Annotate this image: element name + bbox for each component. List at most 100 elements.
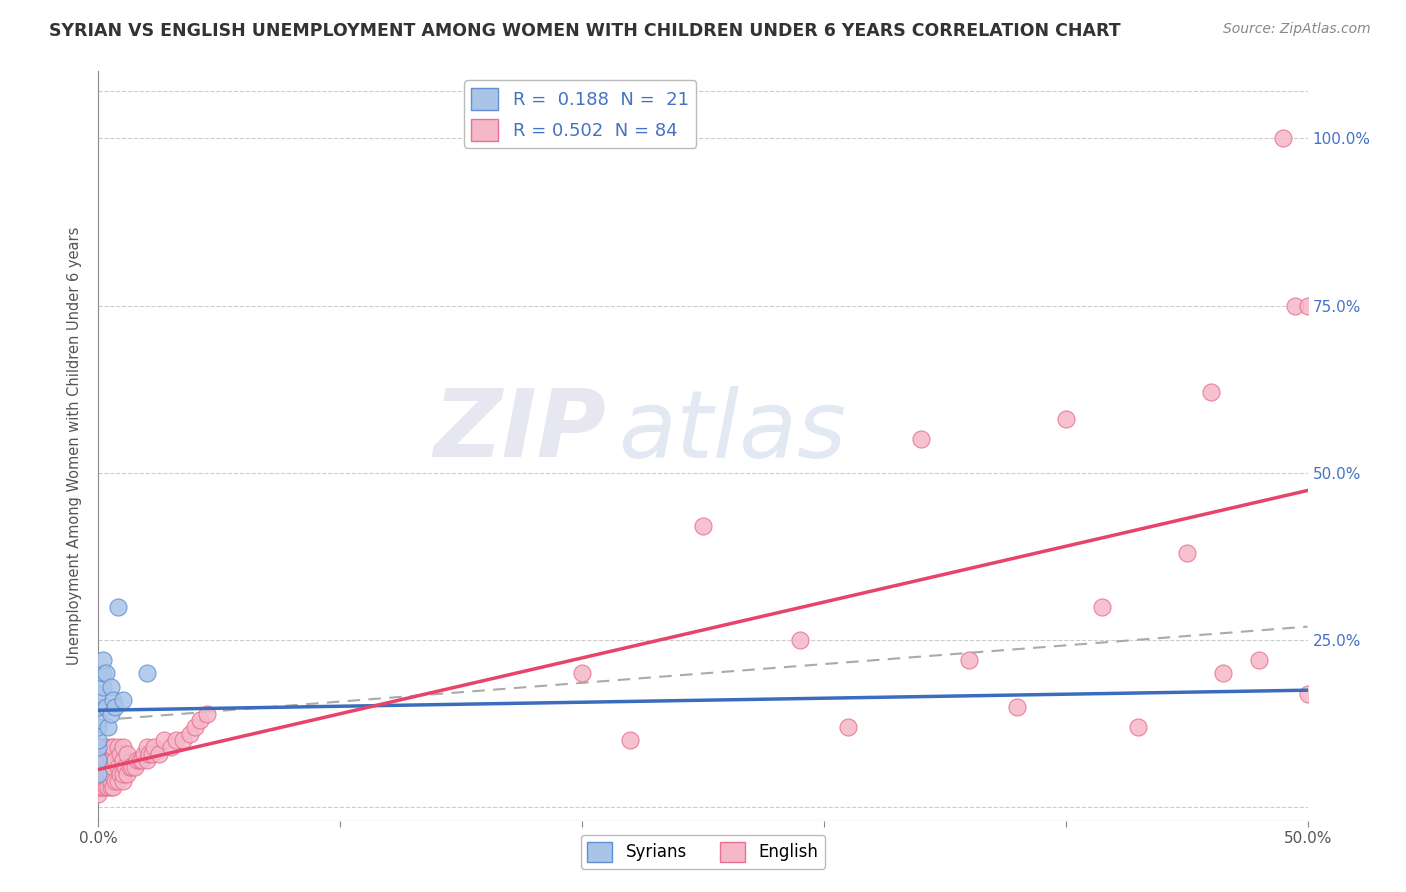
- Point: [127, 753, 149, 767]
- Point: [87, 740, 110, 755]
- Point: [1054, 412, 1077, 426]
- Point: [87, 740, 110, 755]
- Point: [90, 780, 112, 795]
- Point: [90, 753, 112, 767]
- Point: [118, 760, 141, 774]
- Point: [100, 753, 122, 767]
- Point: [91, 753, 114, 767]
- Point: [160, 740, 183, 755]
- Point: [94, 780, 117, 795]
- Point: [108, 767, 131, 781]
- Point: [101, 740, 124, 755]
- Point: [91, 780, 114, 795]
- Point: [87, 700, 110, 714]
- Point: [101, 693, 124, 707]
- Point: [87, 767, 110, 781]
- Point: [111, 753, 134, 767]
- Y-axis label: Unemployment Among Women with Children Under 6 years: Unemployment Among Women with Children U…: [67, 227, 83, 665]
- Point: [138, 747, 160, 761]
- Text: atlas: atlas: [619, 385, 846, 476]
- Point: [87, 733, 110, 747]
- Point: [1175, 546, 1198, 560]
- Point: [571, 666, 593, 681]
- Point: [104, 773, 127, 788]
- Point: [91, 767, 114, 781]
- Point: [94, 700, 117, 714]
- Point: [94, 740, 117, 755]
- Point: [101, 780, 124, 795]
- Point: [117, 767, 139, 781]
- Point: [135, 666, 157, 681]
- Point: [87, 747, 110, 761]
- Point: [1007, 700, 1029, 714]
- Point: [87, 760, 110, 774]
- Point: [97, 720, 120, 734]
- Point: [97, 780, 120, 795]
- Point: [117, 747, 139, 761]
- Point: [91, 740, 114, 755]
- Point: [179, 726, 201, 740]
- Point: [101, 760, 124, 774]
- Point: [87, 753, 110, 767]
- Point: [111, 740, 134, 755]
- Point: [957, 653, 980, 667]
- Point: [97, 767, 120, 781]
- Point: [104, 753, 127, 767]
- Point: [188, 714, 211, 728]
- Point: [87, 787, 110, 801]
- Point: [100, 680, 122, 694]
- Point: [97, 747, 120, 761]
- Point: [100, 780, 122, 795]
- Point: [124, 760, 146, 774]
- Point: [1249, 653, 1271, 667]
- Point: [148, 747, 170, 761]
- Point: [135, 740, 157, 755]
- Point: [131, 753, 153, 767]
- Point: [121, 760, 143, 774]
- Point: [1296, 299, 1319, 313]
- Point: [107, 760, 129, 774]
- Point: [90, 767, 112, 781]
- Point: [1128, 720, 1150, 734]
- Point: [87, 687, 110, 701]
- Point: [107, 599, 129, 614]
- Point: [94, 753, 117, 767]
- Legend: Syrians, English: Syrians, English: [581, 835, 825, 869]
- Point: [94, 767, 117, 781]
- Point: [108, 747, 131, 761]
- Text: ZIP: ZIP: [433, 385, 606, 477]
- Point: [141, 747, 163, 761]
- Point: [91, 680, 114, 694]
- Point: [910, 433, 932, 447]
- Point: [789, 633, 811, 648]
- Point: [143, 740, 166, 755]
- Point: [1284, 299, 1306, 313]
- Point: [692, 519, 714, 533]
- Point: [114, 760, 136, 774]
- Point: [91, 653, 114, 667]
- Point: [100, 706, 122, 721]
- Point: [100, 773, 122, 788]
- Point: [837, 720, 859, 734]
- Point: [111, 773, 134, 788]
- Point: [91, 666, 114, 681]
- Point: [104, 700, 127, 714]
- Point: [87, 753, 110, 767]
- Point: [165, 733, 187, 747]
- Point: [87, 714, 110, 728]
- Point: [172, 733, 194, 747]
- Point: [111, 693, 134, 707]
- Point: [619, 733, 641, 747]
- Point: [107, 740, 129, 755]
- Point: [1272, 131, 1295, 145]
- Text: SYRIAN VS ENGLISH UNEMPLOYMENT AMONG WOMEN WITH CHILDREN UNDER 6 YEARS CORRELATI: SYRIAN VS ENGLISH UNEMPLOYMENT AMONG WOM…: [49, 22, 1121, 40]
- Point: [87, 767, 110, 781]
- Point: [111, 767, 134, 781]
- Point: [195, 706, 218, 721]
- Point: [100, 767, 122, 781]
- Text: Source: ZipAtlas.com: Source: ZipAtlas.com: [1223, 22, 1371, 37]
- Point: [107, 773, 129, 788]
- Point: [90, 740, 112, 755]
- Point: [135, 753, 157, 767]
- Point: [152, 733, 174, 747]
